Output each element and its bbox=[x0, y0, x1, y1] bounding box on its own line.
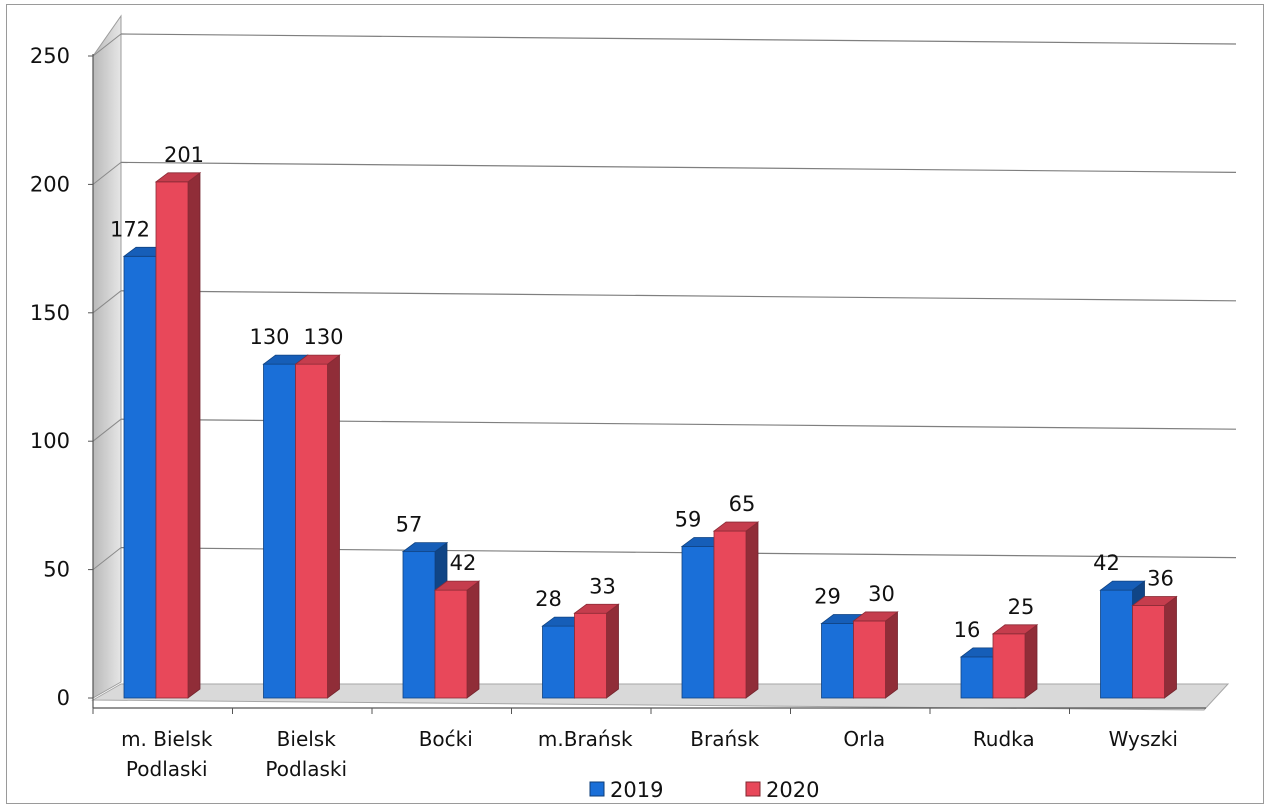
bar-front bbox=[821, 623, 854, 699]
bar-2020-5 bbox=[852, 611, 899, 699]
bar-front bbox=[263, 363, 296, 699]
bar-2020-1 bbox=[294, 354, 341, 699]
x-category-label: Rudka bbox=[973, 727, 1035, 751]
bar-front bbox=[1132, 605, 1165, 699]
x-category-label: m. Bielsk bbox=[121, 727, 213, 751]
bar-top bbox=[573, 603, 620, 614]
data-label: 29 bbox=[814, 585, 841, 609]
bar-side bbox=[606, 603, 619, 699]
plot-walls bbox=[91, 14, 1230, 711]
bar-front bbox=[681, 546, 715, 699]
bar-side bbox=[466, 580, 480, 699]
chart-frame bbox=[6, 4, 1264, 804]
gridline-side bbox=[92, 547, 122, 570]
x-category-label: Orla bbox=[843, 727, 885, 751]
bar-top bbox=[712, 521, 760, 532]
gridline bbox=[120, 290, 1237, 302]
data-label: 16 bbox=[954, 618, 981, 642]
bar-2020-4 bbox=[712, 521, 760, 699]
bar-2020-7 bbox=[1131, 595, 1178, 699]
bar-front bbox=[1100, 589, 1133, 699]
bar-2020-2 bbox=[433, 580, 481, 699]
gridline bbox=[120, 33, 1237, 45]
bar-top bbox=[1131, 596, 1178, 606]
bar-top bbox=[991, 624, 1039, 635]
y-tick-label: 250 bbox=[30, 44, 70, 68]
y-tick-label: 150 bbox=[30, 301, 70, 325]
bar-front bbox=[155, 181, 189, 699]
data-labels-layer: 172 201 130 130 57 42 28 33 59 65 29 30 16 25 42 36 bbox=[110, 143, 1174, 642]
bar-side bbox=[327, 354, 340, 699]
bar-front bbox=[853, 620, 886, 699]
data-label: 33 bbox=[589, 574, 616, 598]
data-label: 65 bbox=[729, 492, 756, 516]
bar-front bbox=[713, 530, 747, 699]
x-category-label: Bielsk bbox=[277, 727, 337, 751]
data-label: 30 bbox=[868, 582, 895, 606]
bar-top bbox=[154, 172, 202, 183]
y-tick-label: 0 bbox=[57, 686, 70, 710]
legend-item-2019: 2019 bbox=[589, 778, 663, 802]
bar-front bbox=[123, 255, 157, 699]
bar-front bbox=[542, 625, 575, 699]
x-category-label: Podlaski bbox=[265, 757, 347, 781]
legend-label: 2019 bbox=[610, 778, 663, 802]
x-category-label: Boćki bbox=[419, 727, 473, 751]
bar-front bbox=[295, 363, 328, 699]
bar-2020-0 bbox=[154, 172, 202, 699]
legend-swatch bbox=[589, 781, 605, 797]
data-label: 172 bbox=[110, 217, 150, 241]
floor bbox=[91, 683, 1230, 711]
legend-item-2020: 2020 bbox=[745, 778, 819, 802]
side-wall bbox=[92, 14, 122, 699]
legend: 2019 2020 bbox=[589, 778, 819, 802]
bar-2020-3 bbox=[573, 603, 620, 699]
data-label: 59 bbox=[675, 507, 702, 531]
gridline-side bbox=[92, 162, 122, 185]
data-label: 25 bbox=[1008, 595, 1035, 619]
bar-side bbox=[1024, 623, 1038, 699]
bar-top bbox=[852, 611, 899, 622]
gridline-side bbox=[92, 290, 122, 314]
y-tick-label: 200 bbox=[30, 172, 70, 196]
bar-side bbox=[745, 521, 759, 699]
gridline-side bbox=[92, 418, 122, 442]
data-label: 28 bbox=[535, 587, 562, 611]
bar-front bbox=[960, 656, 994, 699]
legend-label: 2020 bbox=[766, 778, 819, 802]
y-tick-label: 100 bbox=[30, 429, 70, 453]
bar-top bbox=[294, 354, 341, 365]
bar-front bbox=[574, 612, 607, 699]
bar-front bbox=[434, 589, 468, 699]
y-tick-label: 50 bbox=[43, 558, 70, 582]
data-label: 201 bbox=[164, 143, 204, 167]
bar-side bbox=[885, 611, 898, 699]
x-category-label: Wyszki bbox=[1109, 727, 1178, 751]
bar-2019-2 bbox=[401, 541, 449, 699]
data-label: 130 bbox=[303, 325, 343, 349]
bar-side bbox=[187, 172, 201, 699]
legend-swatch bbox=[745, 781, 761, 797]
bar-front bbox=[992, 633, 1026, 699]
bar-top bbox=[433, 580, 481, 591]
bar-2020-6 bbox=[991, 623, 1039, 699]
data-label: 130 bbox=[249, 325, 289, 349]
gridline-side bbox=[92, 33, 122, 57]
bar-side bbox=[1164, 595, 1177, 699]
data-label: 42 bbox=[1093, 551, 1120, 575]
bar-top bbox=[1099, 580, 1146, 591]
x-category-label: Podlaski bbox=[126, 757, 208, 781]
x-category-label: m.Brańsk bbox=[538, 727, 633, 751]
data-label: 42 bbox=[450, 551, 477, 575]
bars-layer bbox=[122, 172, 1178, 699]
axis-layer: 0 50 100 150 200 250 m. Bielsk Podlaski Bielsk Po… bbox=[30, 44, 1206, 781]
data-label: 36 bbox=[1147, 567, 1174, 591]
data-label: 57 bbox=[396, 513, 423, 537]
gridline bbox=[120, 161, 1237, 173]
bar-front bbox=[402, 551, 436, 699]
x-category-label: Brańsk bbox=[690, 727, 759, 751]
bar-top bbox=[401, 542, 449, 553]
